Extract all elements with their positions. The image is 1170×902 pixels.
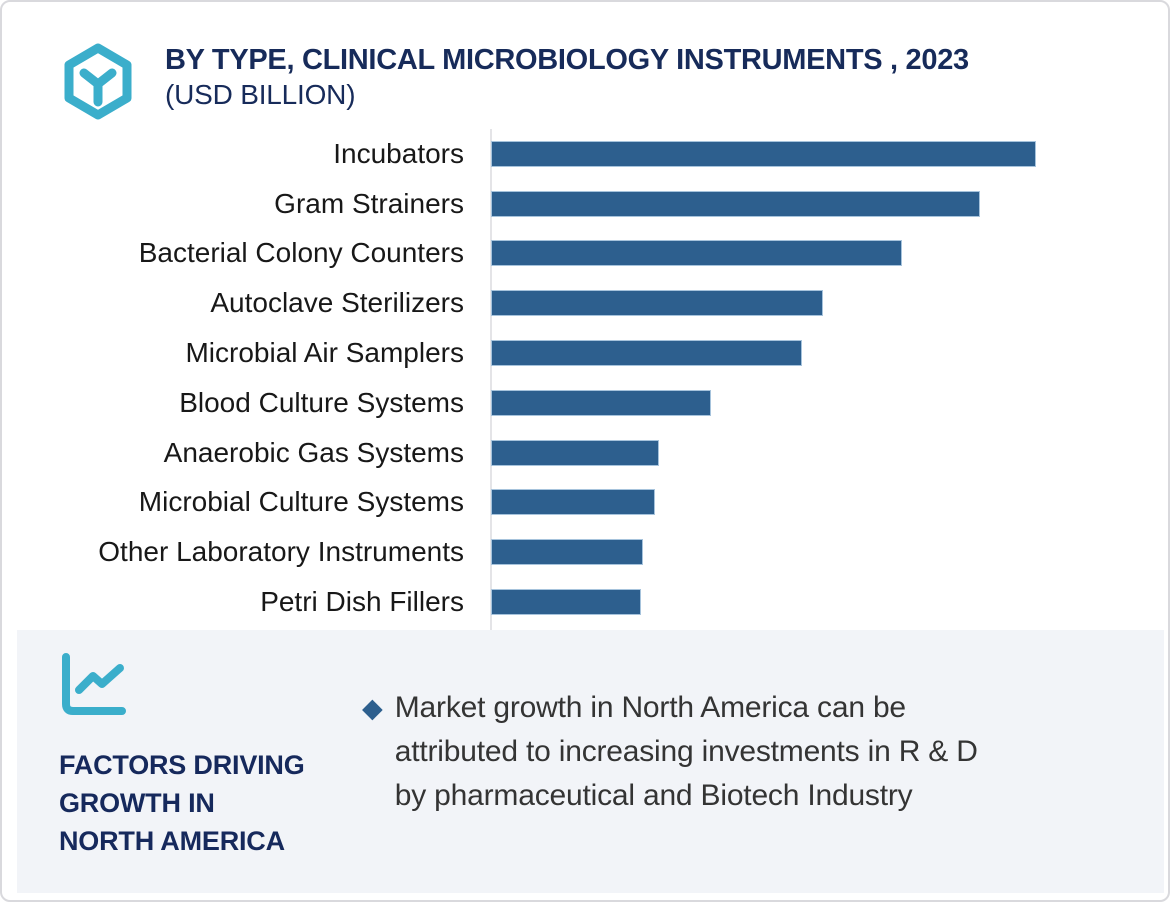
bar (491, 190, 980, 217)
bar (491, 439, 659, 466)
panel-heading-line: FACTORS DRIVING (59, 750, 305, 780)
bar-area (491, 439, 1168, 466)
category-label: Autoclave Sterilizers (210, 287, 464, 319)
chart-row: Other Laboratory Instruments (2, 527, 1168, 577)
category-label: Microbial Air Samplers (185, 337, 464, 369)
bullet-text: Market growth in North America can be at… (395, 686, 978, 818)
chart-row: Bacterial Colony Counters (2, 229, 1168, 279)
factors-panel: FACTORS DRIVING GROWTH IN NORTH AMERICA … (17, 630, 1164, 893)
chart-row: Anaerobic Gas Systems (2, 428, 1168, 478)
panel-heading: FACTORS DRIVING GROWTH IN NORTH AMERICA (59, 746, 305, 860)
category-label: Petri Dish Fillers (260, 586, 464, 618)
hexagon-y-logo-icon (64, 43, 132, 120)
chart-row: Microbial Air Samplers (2, 328, 1168, 378)
bullet-text-line: by pharmaceutical and Biotech Industry (394, 779, 913, 812)
bar (491, 140, 1036, 167)
bar (491, 589, 641, 616)
category-label: Incubators (333, 137, 464, 169)
bar-area (491, 539, 1168, 566)
bullet-item: ◆ Market growth in North America can be … (362, 686, 978, 818)
category-label: Bacterial Colony Counters (138, 237, 464, 269)
bar-area (491, 140, 1168, 167)
category-label: Gram Strainers (274, 187, 464, 219)
bullet-text-line: Market growth in North America can be (394, 691, 906, 724)
chart-row: Autoclave Sterilizers (2, 278, 1168, 328)
bar-area (491, 589, 1168, 616)
diamond-bullet-icon: ◆ (362, 693, 383, 723)
chart-row: Petri Dish Fillers (2, 577, 1168, 627)
bar (491, 539, 643, 566)
chart-row: Blood Culture Systems (2, 378, 1168, 428)
bar (491, 240, 902, 267)
bar (491, 290, 823, 317)
bar (491, 340, 802, 367)
bar-chart: Incubators Gram Strainers Bacterial Colony… (2, 129, 1168, 630)
chart-row: Incubators (2, 129, 1168, 179)
bar-area (491, 340, 1168, 367)
category-label: Microbial Culture Systems (138, 486, 464, 518)
panel-heading-line: NORTH AMERICA (59, 826, 285, 856)
chart-title-line2: (USD BILLION) (165, 79, 356, 110)
category-axis-line (490, 129, 492, 630)
chart-title: BY TYPE, CLINICAL MICROBIOLOGY INSTRUMEN… (165, 43, 969, 112)
chart-row: Gram Strainers (2, 179, 1168, 229)
bar-area (491, 190, 1168, 217)
category-label: Other Laboratory Instruments (98, 536, 464, 568)
bar-area (491, 389, 1168, 416)
bar-area (491, 240, 1168, 267)
chart-rows: Incubators Gram Strainers Bacterial Colony… (2, 129, 1168, 627)
category-label: Blood Culture Systems (179, 386, 464, 418)
chart-title-line1: BY TYPE, CLINICAL MICROBIOLOGY INSTRUMEN… (165, 44, 969, 76)
bar-area (491, 290, 1168, 317)
bar-area (491, 489, 1168, 516)
chart-row: Microbial Culture Systems (2, 478, 1168, 528)
category-label: Anaerobic Gas Systems (163, 436, 464, 468)
line-chart-icon (62, 653, 126, 715)
bar (491, 489, 655, 516)
bar (491, 389, 711, 416)
bullet-text-line: attributed to increasing investments in … (394, 735, 978, 768)
panel-heading-line: GROWTH IN (59, 788, 215, 818)
